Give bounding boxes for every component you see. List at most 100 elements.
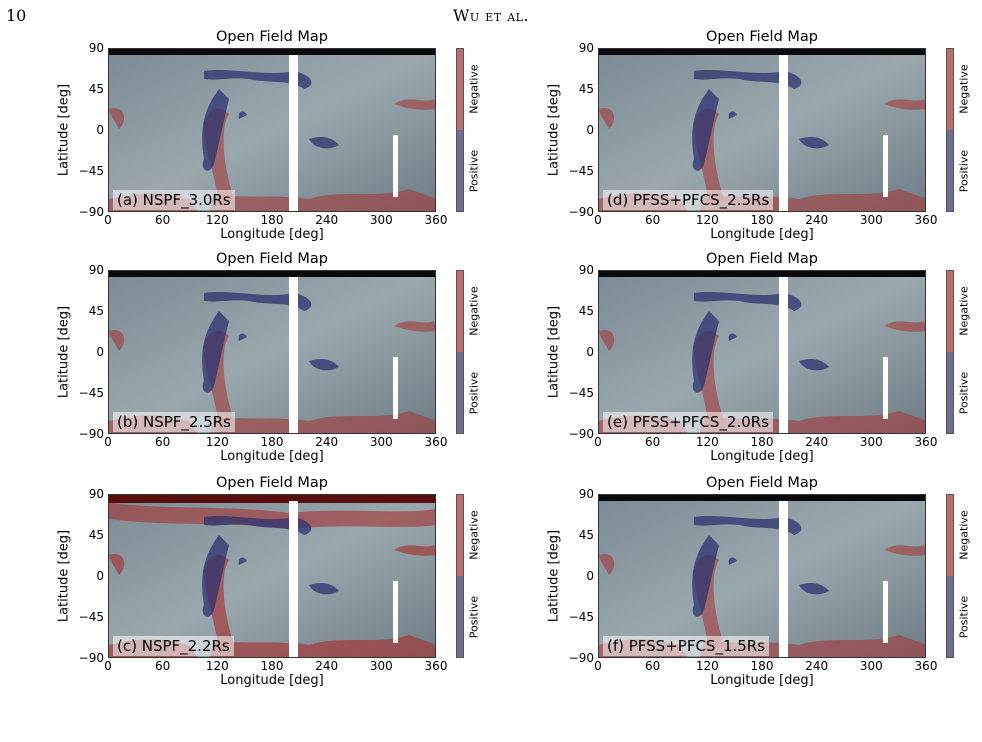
y-tick-label: 0: [96, 123, 104, 137]
colorbar-positive-label: Positive: [467, 149, 481, 193]
colorbar-negative-label: Negative: [467, 510, 481, 560]
positive-open-field-region: [694, 516, 802, 535]
open-field-map-image: (d) PFSS+PFCS_2.5Rs: [598, 48, 926, 212]
y-tick-label: 45: [578, 82, 594, 96]
positive-open-field-region: [692, 311, 719, 393]
y-tick-label: −45: [568, 610, 594, 624]
y-tick-label: 0: [96, 345, 104, 359]
x-axis-label: Longitude [deg]: [710, 449, 814, 464]
panel-label: (f) PFSS+PFCS_1.5Rs: [603, 636, 770, 656]
y-tick-label: −45: [78, 610, 104, 624]
x-tick-label: 300: [859, 659, 883, 673]
x-tick-label: 120: [205, 435, 229, 449]
x-axis-label: Longitude [deg]: [220, 449, 324, 464]
panel-label: (e) PFSS+PFCS_2.0Rs: [603, 412, 773, 432]
panel-title: Open Field Map: [705, 29, 818, 45]
page-number: 10: [6, 6, 27, 25]
positive-open-field-region: [204, 516, 312, 535]
open-field-map-image: (f) PFSS+PFCS_1.5Rs: [598, 494, 926, 658]
data-gap-strip: [883, 357, 888, 419]
panel-title: Open Field Map: [215, 475, 328, 491]
panel-title: Open Field Map: [215, 251, 328, 267]
running-head: Wu et al.: [452, 6, 530, 25]
colorbar-positive-label: Positive: [467, 371, 481, 415]
colorbar-negative-label: Negative: [467, 64, 481, 114]
y-tick-label: 0: [586, 569, 594, 583]
panel-title: Open Field Map: [215, 29, 328, 45]
x-tick-label: 360: [914, 435, 938, 449]
y-tick-label: 90: [578, 41, 594, 55]
y-tick-label: 90: [88, 263, 104, 277]
x-tick-label: 240: [805, 213, 829, 227]
colorbar-negative-segment: [457, 49, 463, 130]
x-axis-label: Longitude [deg]: [220, 673, 324, 688]
x-tick-label: 180: [260, 435, 284, 449]
negative-open-field-region: [884, 321, 925, 332]
x-tick-label: 120: [205, 213, 229, 227]
colorbar: [456, 270, 464, 434]
data-gap-strip: [779, 55, 788, 211]
x-tick-label: 180: [750, 435, 774, 449]
panel-title: Open Field Map: [705, 475, 818, 491]
x-tick-label: 300: [369, 659, 393, 673]
y-tick-label: −45: [78, 386, 104, 400]
colorbar-positive-segment: [457, 130, 463, 211]
colorbar: [946, 48, 954, 212]
colorbar-positive-segment: [947, 352, 953, 433]
data-gap-strip: [289, 501, 298, 657]
x-tick-label: 120: [695, 659, 719, 673]
colorbar-negative-label: Negative: [467, 286, 481, 336]
negative-open-field-region: [209, 411, 435, 433]
x-tick-label: 360: [424, 435, 448, 449]
negative-open-field-region: [209, 189, 435, 211]
y-tick-label: 90: [88, 41, 104, 55]
x-tick-label: 360: [914, 659, 938, 673]
data-gap-strip: [779, 277, 788, 433]
x-tick-label: 300: [369, 213, 393, 227]
positive-open-field-region: [309, 136, 339, 149]
colorbar-positive-label: Positive: [957, 595, 971, 639]
data-gap-strip: [289, 277, 298, 433]
negative-open-field-region: [109, 554, 125, 575]
colorbar-negative-label: Negative: [957, 286, 971, 336]
colorbar-negative-segment: [947, 495, 953, 576]
positive-open-field-region: [728, 333, 737, 341]
data-gap-strip: [883, 581, 888, 643]
negative-open-field-region: [884, 545, 925, 556]
y-tick-label: −90: [568, 205, 594, 219]
positive-open-field-region: [694, 70, 802, 89]
panel-label: (b) NSPF_2.5Rs: [113, 412, 236, 432]
y-tick-label: −90: [568, 651, 594, 665]
colorbar: [456, 48, 464, 212]
y-tick-label: −90: [568, 427, 594, 441]
y-tick-label: 0: [586, 345, 594, 359]
y-tick-label: −90: [78, 651, 104, 665]
x-tick-label: 180: [750, 213, 774, 227]
x-tick-label: 240: [315, 213, 339, 227]
figure-panel: Open Field Map Latitude [deg] 90 45 0 −45 −90 0…: [0, 474, 481, 696]
positive-open-field-region: [692, 89, 719, 171]
x-tick-label: 60: [155, 435, 171, 449]
positive-open-field-region: [309, 582, 339, 595]
figure-panel: Open Field Map Latitude [deg] 90 45 0 −45 −90 0…: [0, 250, 481, 472]
y-tick-label: −45: [78, 164, 104, 178]
positive-open-field-region: [694, 292, 802, 311]
x-tick-label: 240: [315, 659, 339, 673]
colorbar-negative-label: Negative: [957, 64, 971, 114]
data-gap-strip: [393, 357, 398, 419]
negative-open-field-region: [599, 330, 615, 351]
x-tick-label: 60: [155, 659, 171, 673]
y-tick-label: 45: [88, 82, 104, 96]
figure-panel: Open Field Map Latitude [deg] 90 45 0 −45 −90 0…: [490, 28, 971, 250]
colorbar: [456, 494, 464, 658]
x-tick-label: 240: [805, 435, 829, 449]
x-tick-label: 240: [315, 435, 339, 449]
x-tick-label: 0: [594, 659, 602, 673]
colorbar-negative-segment: [457, 495, 463, 576]
x-tick-label: 180: [260, 213, 284, 227]
y-tick-label: −90: [78, 205, 104, 219]
y-tick-label: 45: [578, 528, 594, 542]
x-tick-label: 0: [594, 213, 602, 227]
y-tick-label: 90: [578, 263, 594, 277]
colorbar: [946, 270, 954, 434]
